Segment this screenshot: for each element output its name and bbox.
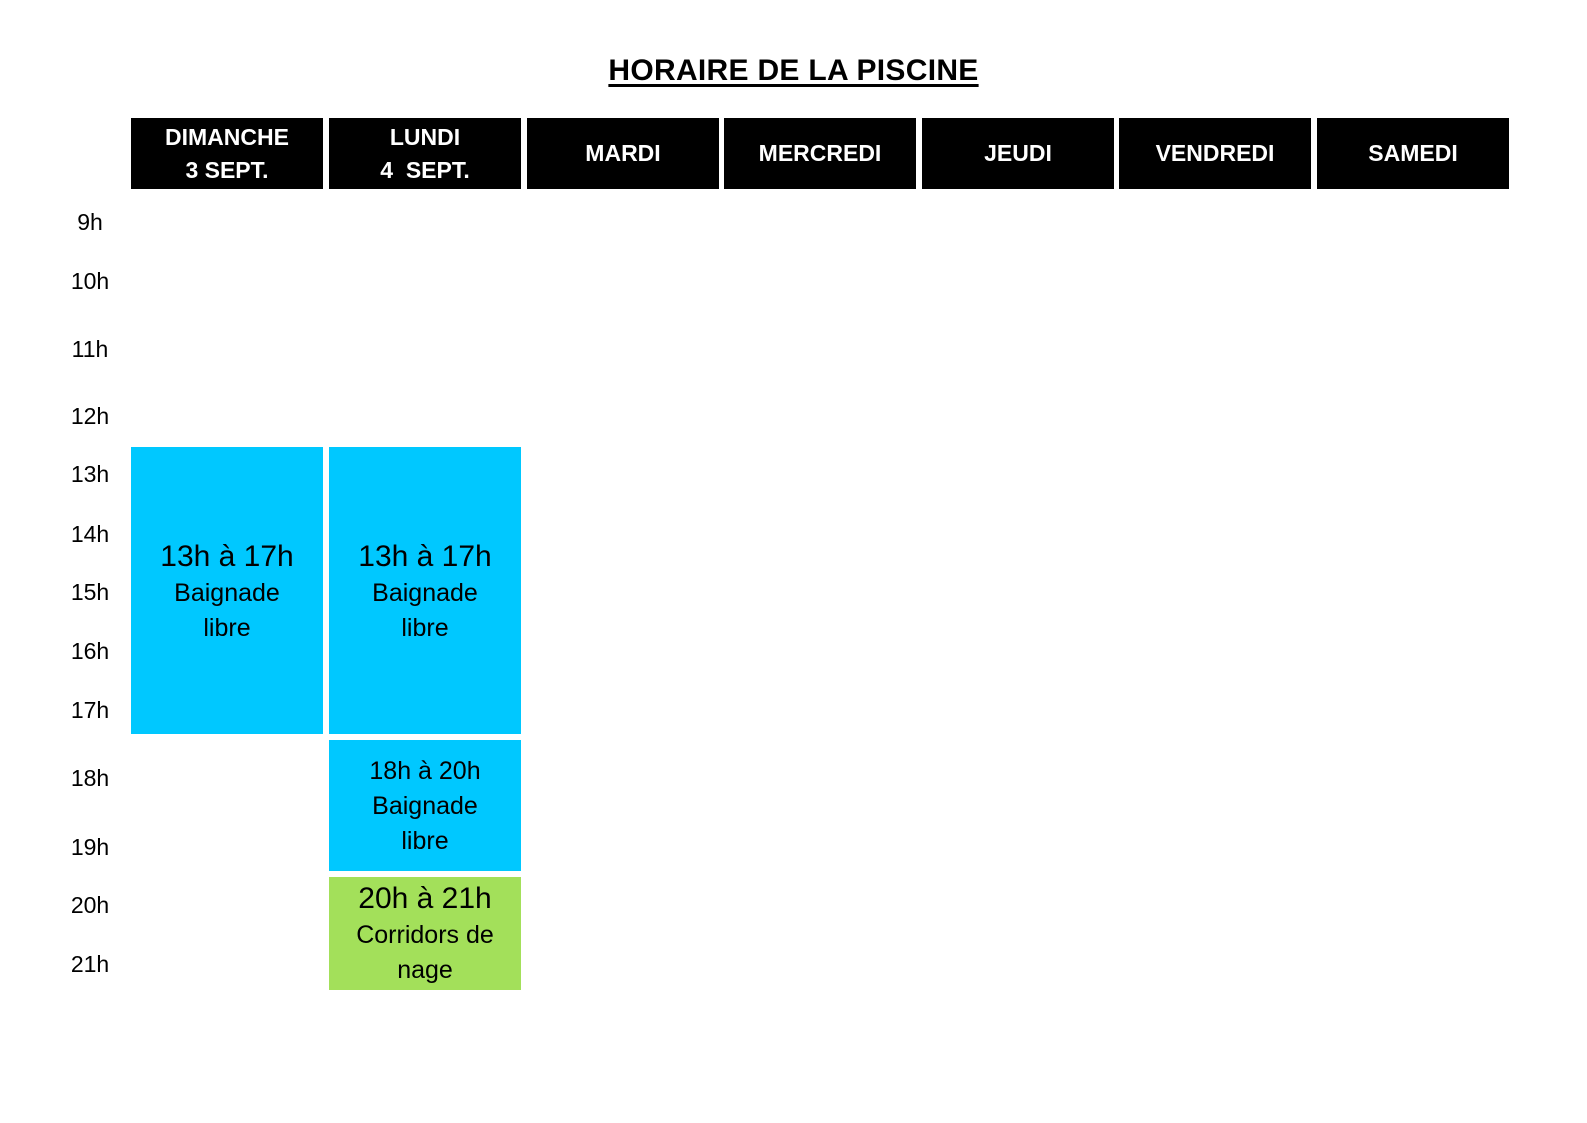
slot-activity-line1: Baignade bbox=[372, 792, 478, 820]
day-header-mardi: MARDI bbox=[527, 118, 719, 189]
slot-monday-evening-baignade-libre: 18h à 20h Baignade libre bbox=[329, 740, 521, 871]
day-header-dimanche: DIMANCHE 3 SEPT. bbox=[131, 118, 323, 189]
slot-activity-line2: nage bbox=[397, 956, 453, 984]
slot-activity-line2: libre bbox=[401, 614, 449, 642]
day-date: 4 SEPT. bbox=[380, 156, 470, 183]
day-name: DIMANCHE bbox=[165, 123, 289, 150]
page-title: HORAIRE DE LA PISCINE bbox=[608, 54, 979, 87]
hour-label-14h: 14h bbox=[70, 521, 110, 547]
hour-label-15h: 15h bbox=[70, 579, 110, 605]
day-date: 3 SEPT. bbox=[185, 156, 269, 183]
hour-label-12h: 12h bbox=[70, 403, 110, 429]
slot-monday-corridors-de-nage: 20h à 21h Corridors de nage bbox=[329, 877, 521, 990]
day-name: SAMEDI bbox=[1368, 140, 1458, 166]
day-header-vendredi: VENDREDI bbox=[1119, 118, 1311, 189]
slot-activity-line1: Corridors de bbox=[356, 921, 494, 949]
day-name: MARDI bbox=[585, 140, 661, 166]
day-name: LUNDI bbox=[389, 123, 461, 150]
hour-label-21h: 21h bbox=[70, 951, 110, 977]
slot-activity-line1: Baignade bbox=[174, 579, 280, 607]
slot-activity-line2: libre bbox=[203, 614, 251, 642]
hour-label-10h: 10h bbox=[70, 268, 110, 294]
hour-label-20h: 20h bbox=[70, 892, 110, 918]
slot-activity-line1: Baignade bbox=[372, 579, 478, 607]
hour-label-13h: 13h bbox=[70, 461, 110, 487]
slot-time: 18h à 20h bbox=[369, 757, 481, 785]
slot-activity-line2: libre bbox=[401, 827, 449, 855]
slot-time: 13h à 17h bbox=[160, 540, 294, 573]
day-header-lundi: LUNDI 4 SEPT. bbox=[329, 118, 521, 189]
hour-label-18h: 18h bbox=[70, 765, 110, 791]
day-header-jeudi: JEUDI bbox=[922, 118, 1114, 189]
slot-time: 20h à 21h bbox=[358, 882, 492, 915]
slot-sunday-baignade-libre: 13h à 17h Baignade libre bbox=[131, 447, 323, 734]
slot-monday-baignade-libre: 13h à 17h Baignade libre bbox=[329, 447, 521, 734]
hour-label-9h: 9h bbox=[77, 209, 103, 235]
day-name: VENDREDI bbox=[1155, 140, 1275, 166]
slot-time: 13h à 17h bbox=[358, 540, 492, 573]
day-header-mercredi: MERCREDI bbox=[724, 118, 916, 189]
day-name: JEUDI bbox=[984, 140, 1052, 166]
day-name: MERCREDI bbox=[758, 140, 882, 166]
hour-label-16h: 16h bbox=[70, 638, 110, 664]
hour-label-11h: 11h bbox=[71, 336, 109, 362]
hour-label-17h: 17h bbox=[70, 697, 110, 723]
hour-label-19h: 19h bbox=[70, 834, 110, 860]
day-header-samedi: SAMEDI bbox=[1317, 118, 1509, 189]
